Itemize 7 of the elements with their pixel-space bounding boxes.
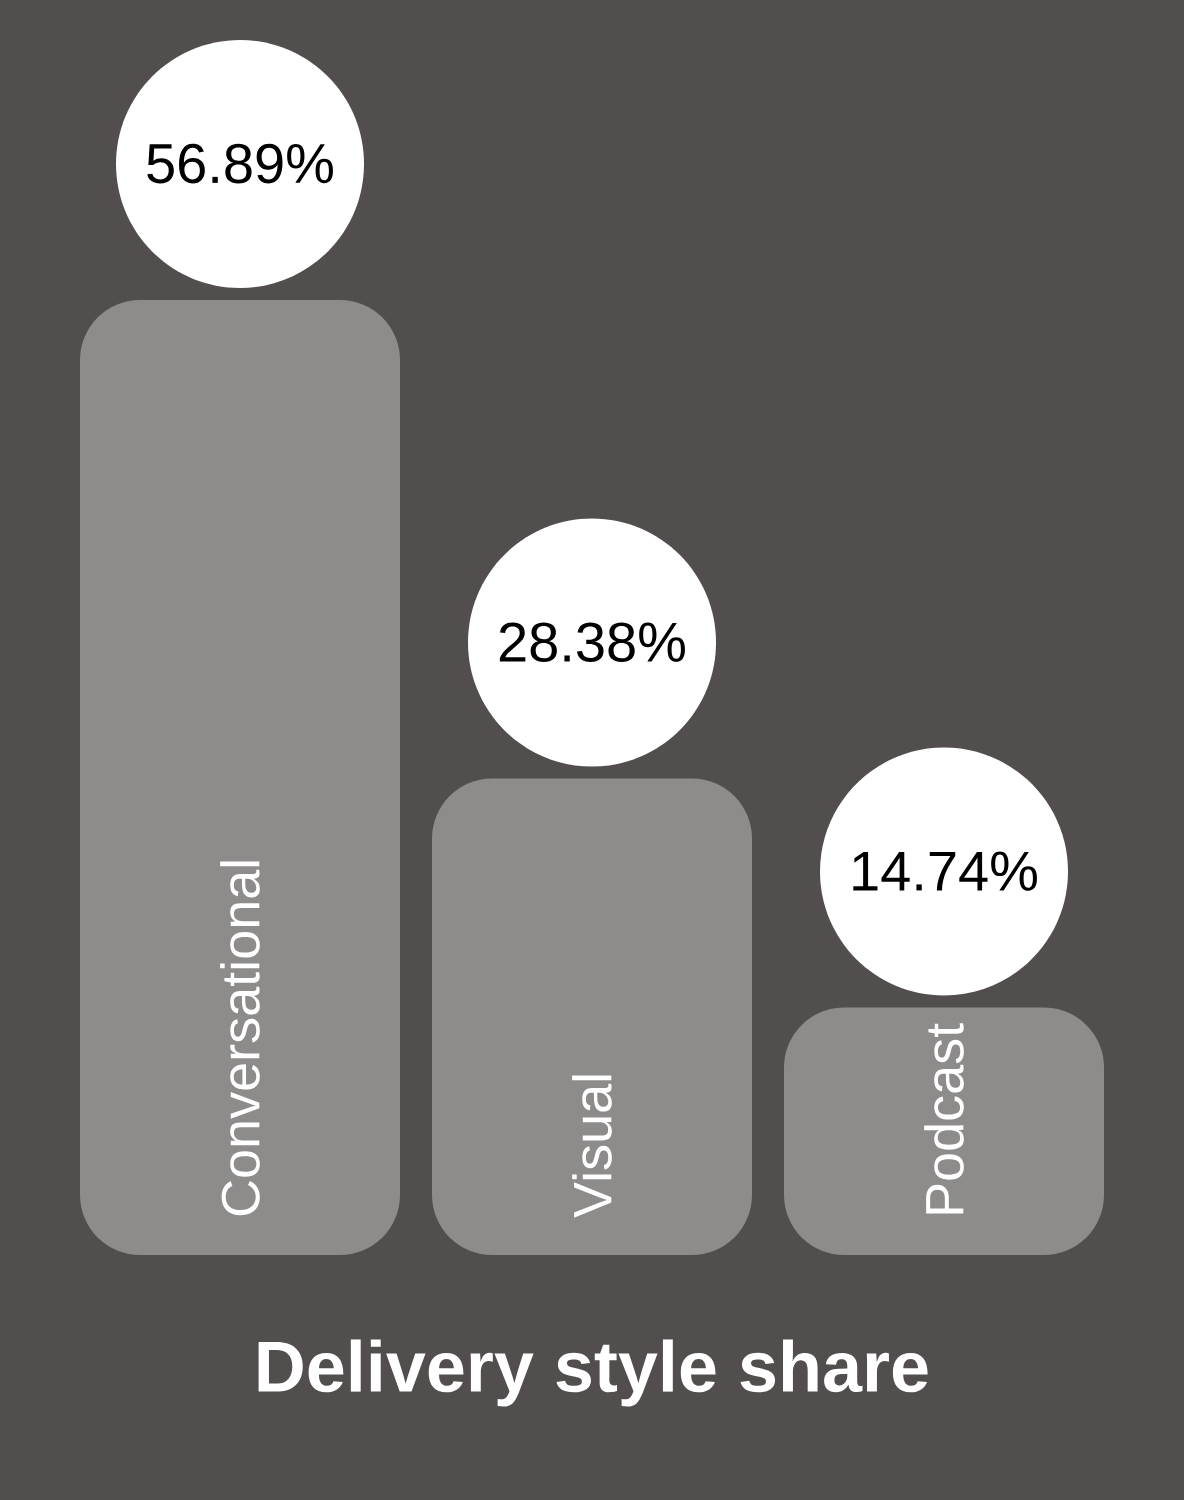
data-label: 56.89% [147,143,333,184]
x-tick-label: Podcast [924,1023,964,1214]
data-label: 14.74% [853,851,1037,891]
text: Delivery style share [258,1339,928,1407]
x-tick-label: Conversational [220,861,260,1216]
x-tick-label: Visual [572,1075,612,1218]
data-label: 28.38% [499,622,685,662]
